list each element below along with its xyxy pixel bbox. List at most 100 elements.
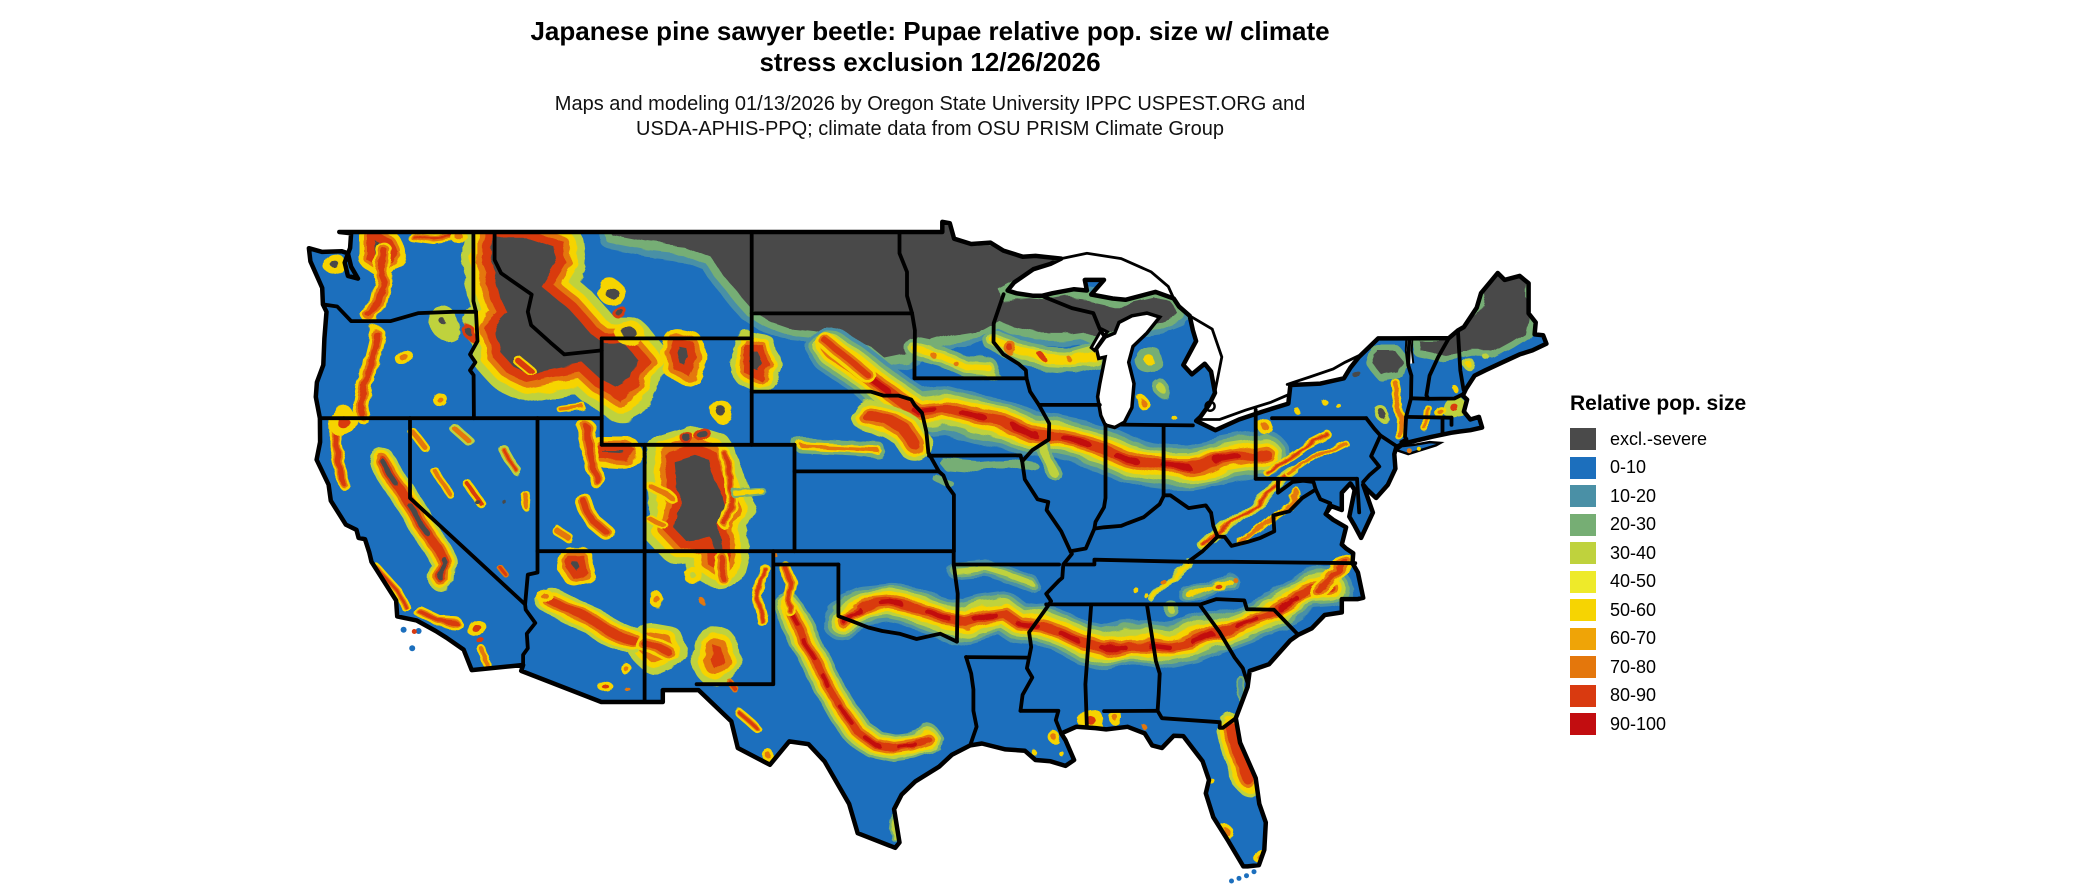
population-spot [1067,357,1073,363]
map-title-line2: stress exclusion 12/26/2026 [759,47,1101,77]
population-band [1394,381,1405,440]
population-spot [1296,409,1302,416]
legend-item: 0-10 [1570,456,1746,479]
legend-item: excl.-severe [1570,428,1746,450]
land-area [308,221,1547,867]
lake-michigan [1094,311,1163,430]
population-spot [653,596,661,604]
population-spot [1139,399,1146,406]
population-spot [621,664,627,670]
legend-swatch-icon [1570,684,1596,707]
legend-swatch-icon [1570,713,1596,735]
population-spot [1058,750,1064,756]
legend-swatch-icon [1570,513,1596,536]
legend-swatch-icon [1570,428,1596,450]
population-band [1069,255,1087,264]
population-spot [695,577,702,584]
channel-island [409,645,416,652]
population-spot [684,435,693,444]
population-band [452,426,473,445]
population-band [645,514,666,528]
population-band [374,565,407,609]
population-spot [399,353,408,361]
islands [400,440,1445,884]
population-spot [716,406,727,417]
legend-title: Relative pop. size [1570,392,1747,415]
population-band [1151,559,1190,602]
population-band [550,524,572,541]
population-band [368,247,388,321]
population-spot [328,258,337,267]
population-pattern [321,221,1536,863]
population-band [409,429,428,450]
population-band [782,565,794,610]
population-spot [1041,355,1048,362]
population-band [481,649,491,668]
legend-item: 60-70 [1570,627,1746,650]
population-band [1203,471,1296,548]
channel-island [411,629,417,634]
population-band [721,450,735,527]
legend-label: 20-30 [1610,514,1657,534]
population-spot [1131,585,1137,592]
legend-label: 70-80 [1610,656,1657,677]
map-subtitle-line1: Maps and modeling 01/13/2026 by Oregon S… [554,93,1306,115]
population-spot [470,622,480,632]
map-subtitle: Maps and modeling 01/13/2026 by Oregon S… [300,92,1560,142]
population-spot [1437,408,1444,415]
population-band [822,338,872,379]
population-band [716,551,728,583]
florida-keys-island [1229,878,1234,884]
legend-item: 30-40 [1570,542,1746,564]
legend-swatch-icon [1570,542,1596,564]
population-spot [1172,415,1178,421]
florida-keys-island [1251,869,1257,875]
florida-keys-island [1236,875,1242,881]
population-spot [1116,718,1122,725]
population-band [498,565,508,577]
population-spot [465,328,473,336]
legend-label: 0-10 [1610,457,1647,477]
population-spot [929,351,936,358]
population-band [357,330,379,416]
population-band [433,469,451,495]
population-spot [765,753,772,759]
population-spot [1469,364,1476,371]
population-band [1317,559,1349,597]
population-band [755,565,765,622]
population-band [328,421,351,490]
population-band [1288,440,1346,478]
population-spot [1261,422,1269,430]
legend-label: 30-40 [1610,542,1657,563]
population-spot [457,234,466,243]
map-subtitle-line2: USDA-APHIS-PPQ; climate data from OSU PR… [636,118,1224,140]
population-spot [541,592,549,600]
population-spot [1452,385,1459,392]
population-band [1040,443,1059,479]
channel-island [400,626,407,633]
exclusion-region [595,444,637,461]
legend-item: 80-90 [1570,684,1746,707]
legend-swatch-icon [1570,627,1596,650]
population-spot [1450,403,1459,412]
exclusion-region [564,555,588,577]
population-band [514,356,533,374]
population-spot [1353,371,1362,380]
us-outline [306,219,1549,869]
population-spot [1028,746,1034,752]
population-spot [613,306,622,315]
population-spot [698,430,709,441]
legend-item: 10-20 [1570,485,1746,507]
international-border [1059,251,1176,300]
exclusion-region [708,644,723,669]
legend: Relative pop. size excl.-severe 0-10 10-20… [1570,392,1746,742]
population-spot [473,498,479,504]
population-band [412,235,459,242]
population-spot [1379,411,1388,420]
population-spot [1010,348,1018,356]
legend-label: 60-70 [1610,628,1657,648]
population-band [797,441,877,450]
international-border [1285,354,1361,386]
